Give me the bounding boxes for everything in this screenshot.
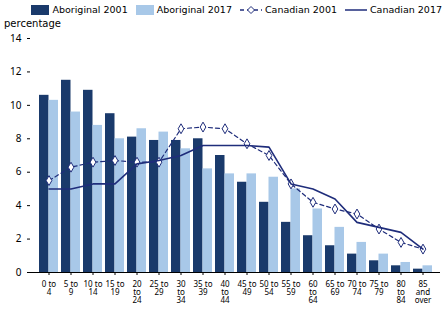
svg-text:14: 14 [10,31,22,45]
svg-text:45 to49: 45 to49 [238,278,257,297]
svg-text:85andover: 85andover [415,278,432,305]
svg-text:8: 8 [16,131,22,145]
svg-text:15 to19: 15 to19 [106,278,125,297]
svg-text:5 to9: 5 to9 [64,278,79,297]
svg-text:65 to69: 65 to69 [326,278,345,297]
svg-text:50 to54: 50 to54 [260,278,279,297]
svg-text:25 to29: 25 to29 [150,278,169,297]
svg-text:4: 4 [16,198,22,212]
svg-text:10 to14: 10 to14 [84,278,103,297]
svg-text:80to84: 80to84 [396,278,406,305]
html-text:Aboriginal 2017: Aboriginal 2017 [156,4,232,15]
svg-text:12: 12 [10,64,22,78]
svg-text:70 to74: 70 to74 [348,278,367,297]
svg-text:40to44: 40to44 [220,278,230,305]
html-text:Aboriginal 2001: Aboriginal 2001 [52,4,128,15]
svg-text:20to24: 20to24 [132,278,142,305]
html-text:Canadian 2017: Canadian 2017 [370,4,442,15]
svg-text:0: 0 [16,265,22,279]
svg-text:60to64: 60to64 [308,278,318,305]
svg-text:2: 2 [16,231,22,245]
svg-text:55 to59: 55 to59 [282,278,301,297]
svg-text:35 to39: 35 to39 [194,278,213,297]
html-text:percentage: percentage [4,18,61,29]
svg-text:10: 10 [10,98,22,112]
svg-text:0 to4: 0 to4 [42,278,57,297]
html-text:Canadian 2001: Canadian 2001 [265,4,337,15]
svg-text:30to34: 30to34 [176,278,186,305]
svg-text:75 to79: 75 to79 [370,278,389,297]
svg-text:6: 6 [16,164,22,178]
